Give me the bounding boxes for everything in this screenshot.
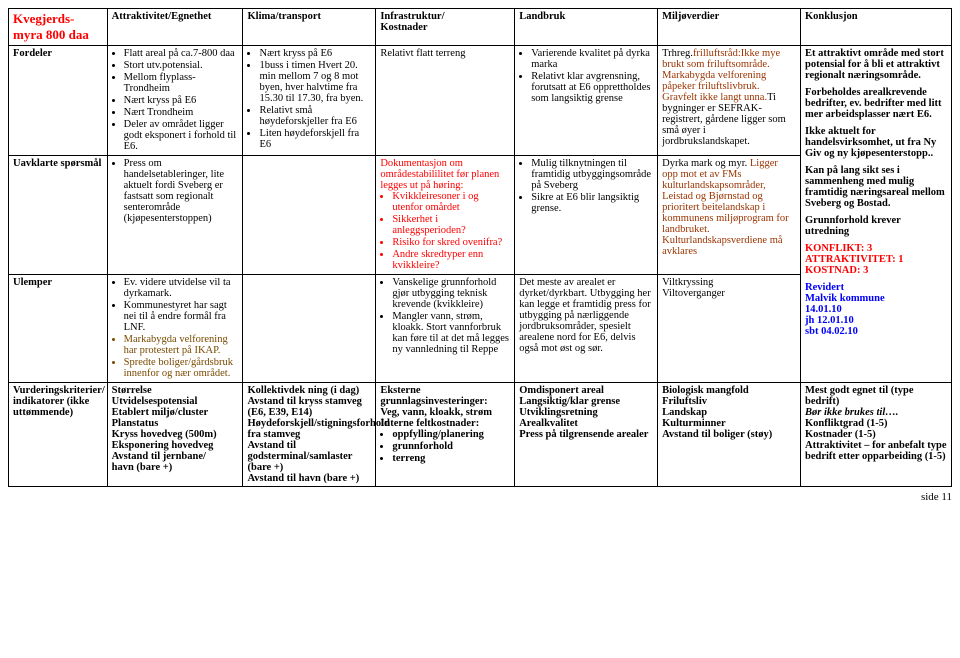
- line: Biologisk mangfold: [662, 385, 796, 396]
- title-line2: myra 800 daa: [13, 27, 89, 42]
- line: Utviklingsretning: [519, 407, 653, 418]
- line: Kryss hovedveg (500m): [112, 429, 239, 440]
- line: Planstatus: [112, 418, 239, 429]
- list-item: Risiko for skred ovenifra?: [392, 237, 510, 248]
- line: Arealkvalitet: [519, 418, 653, 429]
- kriterier-klima: Kollektivdek ning (i dag)Avstand til kry…: [243, 383, 376, 487]
- page-footer: side 11: [8, 491, 952, 503]
- line: Landskap: [662, 407, 796, 418]
- line: Størrelse: [112, 385, 239, 396]
- list-item: Nært Trondheim: [124, 107, 239, 118]
- line: Avstand til godsterminal/samlaster (bare…: [247, 440, 371, 473]
- list-item: Nært kryss på E6: [124, 95, 239, 106]
- list-item: terreng: [392, 453, 510, 464]
- list-item: Kvikkleiresoner i og utenfor omårdet: [392, 191, 510, 213]
- line: Kulturminner: [662, 418, 796, 429]
- col-landbruk: Landbruk: [515, 9, 658, 46]
- row-fordeler: Fordeler Flatt areal på ca.7-800 daaStor…: [9, 46, 952, 156]
- ulemper-infra: Vanskelige grunnforhold gjør utbygging t…: [376, 275, 515, 383]
- label-kriterier: Vurderingskriterier/ indikatorer (ikke u…: [9, 383, 108, 487]
- kriterier-attr: StørrelseUtvidelsespotensialEtablert mil…: [107, 383, 243, 487]
- list-item: Andre skredtyper enn kvikkleire?: [392, 249, 510, 271]
- line: Kollektivdek ning (i dag): [247, 385, 371, 396]
- line: Omdisponert areal: [519, 385, 653, 396]
- list-item: Liten høydeforskjell fra E6: [259, 128, 371, 150]
- fordeler-landbruk: Varierende kvalitet på dyrka markaRelati…: [515, 46, 658, 156]
- fordeler-infra: Relativt flatt terreng: [376, 46, 515, 156]
- list-item: Sikre at E6 blir langsiktig grense.: [531, 192, 653, 214]
- list-item: Press om handelsetableringer, lite aktue…: [124, 158, 239, 224]
- col-konklusjon: Konklusjon: [801, 9, 952, 46]
- fordeler-klima: Nært kryss på E61buss i timen Hvert 20. …: [243, 46, 376, 156]
- line: Press på tilgrensende arealer: [519, 429, 653, 440]
- line: Friluftsliv: [662, 396, 796, 407]
- col-infrastruktur: Infrastruktur/ Kostnader: [376, 9, 515, 46]
- area-title: Kvegjerds- myra 800 daa: [9, 9, 108, 46]
- line: Etablert miljø/cluster: [112, 407, 239, 418]
- list-item: Kommunestyret har sagt nei til å endre f…: [124, 300, 239, 333]
- line: Langsiktig/klar grense: [519, 396, 653, 407]
- kriterier-konklusjon: Mest godt egnet til (type bedrift) Bør i…: [801, 383, 952, 487]
- line: Utvidelsespotensial: [112, 396, 239, 407]
- kriterier-infra: Eksterne grunnlagsinvesteringer: Veg, va…: [376, 383, 515, 487]
- line: Høydeforskjell/stigningsforhold fra stam…: [247, 418, 371, 440]
- uavklarte-miljo: Dyrka mark og myr. Ligger opp mot et av …: [658, 156, 801, 275]
- ulemper-landbruk: Det meste av arealet er dyrket/dyrkbart.…: [515, 275, 658, 383]
- fordeler-attr: Flatt areal på ca.7-800 daaStort utv.pot…: [107, 46, 243, 156]
- list-item: Varierende kvalitet på dyrka marka: [531, 48, 653, 70]
- list-item: oppfylling/planering: [392, 429, 510, 440]
- line: Avstand til boliger (støy): [662, 429, 796, 440]
- label-fordeler: Fordeler: [9, 46, 108, 156]
- title-line1: Kvegjerds-: [13, 11, 74, 26]
- line: Avstand til kryss stamveg (E6, E39, E14): [247, 396, 371, 418]
- row-kriterier: Vurderingskriterier/ indikatorer (ikke u…: [9, 383, 952, 487]
- list-item: Deler av området ligger godt eksponert i…: [124, 119, 239, 152]
- kriterier-landbruk: Omdisponert arealLangsiktig/klar grenseU…: [515, 383, 658, 487]
- uavklarte-infra: Dokumentasjon om områdestabililitet før …: [376, 156, 515, 275]
- label-uavklarte: Uavklarte spørsmål: [9, 156, 108, 275]
- line: Eksponering hovedveg: [112, 440, 239, 451]
- main-table: Kvegjerds- myra 800 daa Attraktivitet/Eg…: [8, 8, 952, 487]
- col-miljoverdier: Miljøverdier: [658, 9, 801, 46]
- list-item: Flatt areal på ca.7-800 daa: [124, 48, 239, 59]
- uavklarte-klima: [243, 156, 376, 275]
- konklusjon-body: Et attraktivt område med stort potensial…: [801, 46, 952, 383]
- list-item: Relativt små høydeforskjeller fra E6: [259, 105, 371, 127]
- list-item: Mangler vann, strøm, kloakk. Stort vannf…: [392, 311, 510, 355]
- uavklarte-attr: Press om handelsetableringer, lite aktue…: [107, 156, 243, 275]
- fordeler-miljo: Trhreg.frilluftsråd:Ikke mye brukt som f…: [658, 46, 801, 156]
- list-item: Nært kryss på E6: [259, 48, 371, 59]
- list-item: Markabygda velforening har protestert på…: [124, 334, 239, 356]
- list-item: grunnforhold: [392, 441, 510, 452]
- label-ulemper: Ulemper: [9, 275, 108, 383]
- line: Avstand til jernbane/: [112, 451, 239, 462]
- col-klima: Klima/transport: [243, 9, 376, 46]
- line: havn (bare +): [112, 462, 239, 473]
- uavklarte-landbruk: Mulig tilknytningen til framtidig utbygg…: [515, 156, 658, 275]
- line: Avstand til havn (bare +): [247, 473, 371, 484]
- ulemper-klima: [243, 275, 376, 383]
- col-attraktivitet: Attraktivitet/Egnethet: [107, 9, 243, 46]
- ulemper-miljo: Viltkryssing Viltoverganger: [658, 275, 801, 383]
- list-item: Sikkerhet i anleggsperioden?: [392, 214, 510, 236]
- list-item: Relativt klar avgrensning, forutsatt at …: [531, 71, 653, 104]
- list-item: Ev. videre utvidelse vil ta dyrkamark.: [124, 277, 239, 299]
- list-item: Vanskelige grunnforhold gjør utbygging t…: [392, 277, 510, 310]
- kriterier-miljo: Biologisk mangfoldFriluftslivLandskapKul…: [658, 383, 801, 487]
- list-item: Mellom flyplass-Trondheim: [124, 72, 239, 94]
- list-item: Mulig tilknytningen til framtidig utbygg…: [531, 158, 653, 191]
- list-item: 1buss i timen Hvert 20. min mellom 7 og …: [259, 60, 371, 104]
- header-row: Kvegjerds- myra 800 daa Attraktivitet/Eg…: [9, 9, 952, 46]
- list-item: Stort utv.potensial.: [124, 60, 239, 71]
- list-item: Spredte boliger/gårdsbruk innenfor og næ…: [124, 357, 239, 379]
- ulemper-attr: Ev. videre utvidelse vil ta dyrkamark.Ko…: [107, 275, 243, 383]
